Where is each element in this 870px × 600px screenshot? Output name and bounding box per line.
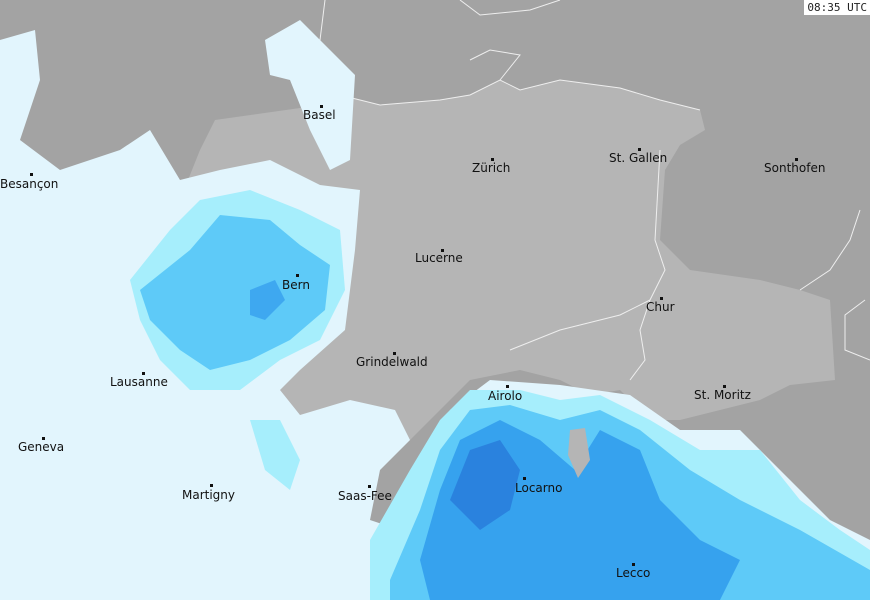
city-label: Locarno (515, 481, 563, 495)
city-label: Lucerne (415, 251, 463, 265)
city-marker (320, 105, 323, 108)
city-label: Basel (303, 108, 336, 122)
city-label: Lausanne (110, 375, 168, 389)
city-marker (210, 484, 213, 487)
city-marker (638, 148, 641, 151)
timestamp: 08:35 UTC (804, 0, 870, 15)
city-marker (723, 385, 726, 388)
city-label: Saas-Fee (338, 489, 392, 503)
city-marker (393, 352, 396, 355)
city-label: Lecco (616, 566, 651, 580)
city-label: Zürich (472, 161, 511, 175)
precipitation (0, 20, 870, 600)
city-label: Sonthofen (764, 161, 826, 175)
city-marker (42, 437, 45, 440)
city-label: Geneva (18, 440, 65, 454)
city-label: St. Moritz (694, 388, 751, 402)
city-marker (296, 274, 299, 277)
city-marker (30, 173, 33, 176)
city-label: Airolo (488, 389, 523, 403)
city-label: Bern (282, 278, 310, 292)
city-marker (632, 563, 635, 566)
city-marker (142, 372, 145, 375)
city-marker (523, 477, 526, 480)
city-marker (506, 385, 509, 388)
city-label: Martigny (182, 488, 236, 502)
city-label: Besançon (0, 177, 59, 191)
city-marker (795, 158, 798, 161)
city-label: Grindelwald (356, 355, 428, 369)
city-marker (660, 297, 663, 300)
city-label: St. Gallen (609, 151, 668, 165)
city-marker (441, 249, 444, 252)
city-marker (368, 485, 371, 488)
city-label: Chur (646, 300, 675, 314)
city-marker (491, 158, 494, 161)
